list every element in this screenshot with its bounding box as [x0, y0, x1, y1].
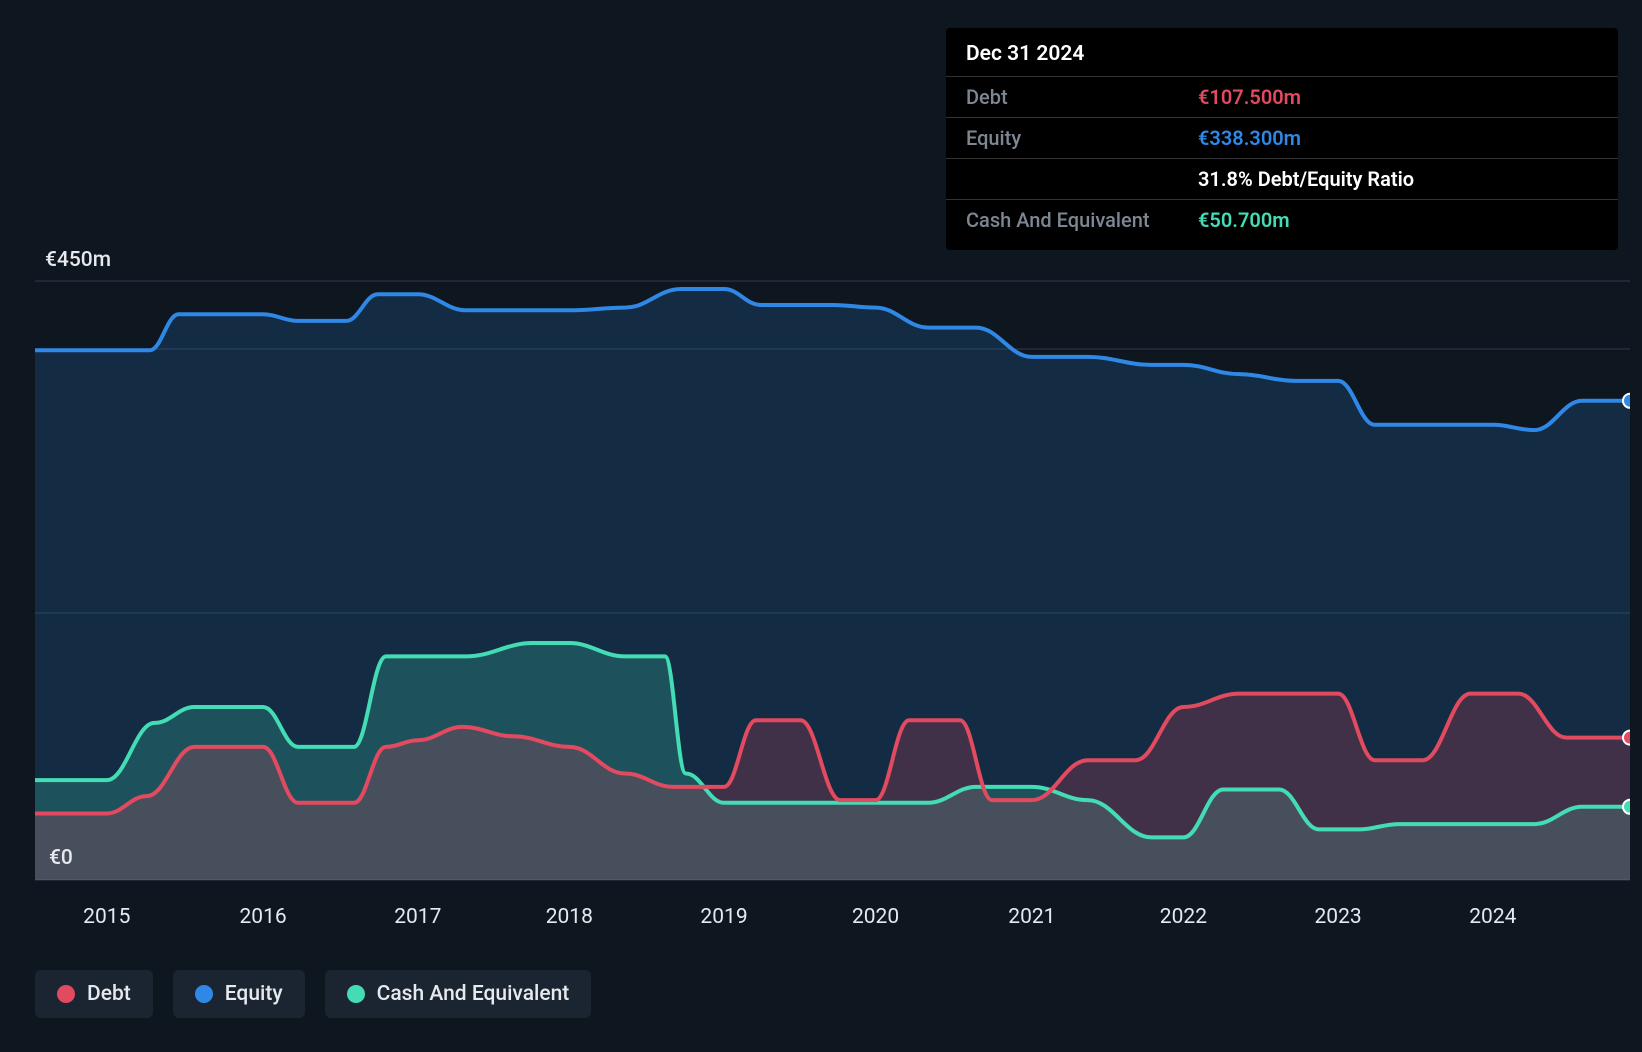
tooltip-row: 31.8% Debt/Equity Ratio	[946, 158, 1618, 199]
tooltip-row: Debt€107.500m	[946, 76, 1618, 117]
legend-label: Cash And Equivalent	[377, 982, 570, 1006]
tooltip-row-label: Equity	[966, 126, 1198, 150]
x-axis-tick: 2021	[1008, 905, 1055, 929]
tooltip-row: Cash And Equivalent€50.700m	[946, 199, 1618, 240]
tooltip-row-value: 31.8% Debt/Equity Ratio	[1198, 167, 1414, 191]
tooltip-title: Dec 31 2024	[946, 38, 1618, 76]
x-axis-tick: 2017	[394, 905, 441, 929]
chart-tooltip: Dec 31 2024 Debt€107.500mEquity€338.300m…	[946, 28, 1618, 250]
x-axis-tick: 2019	[700, 905, 747, 929]
tooltip-row-label: Debt	[966, 85, 1198, 109]
legend-label: Debt	[87, 982, 131, 1006]
x-axis-tick: 2016	[239, 905, 286, 929]
y-axis-label-bottom: €0	[49, 846, 73, 870]
tooltip-row-value: €107.500m	[1198, 85, 1301, 109]
tooltip-row: Equity€338.300m	[946, 117, 1618, 158]
legend-label: Equity	[225, 982, 283, 1006]
x-axis-tick: 2024	[1469, 905, 1516, 929]
legend-swatch-icon	[347, 985, 365, 1003]
x-axis-tick: 2023	[1315, 905, 1362, 929]
x-axis-tick: 2020	[852, 905, 899, 929]
legend-swatch-icon	[195, 985, 213, 1003]
chart-stage: €450m €0 2015 2016 2017 2018 2019 2020 2021 202…	[0, 0, 1642, 1052]
legend-swatch-icon	[57, 985, 75, 1003]
legend-item[interactable]: Cash And Equivalent	[325, 970, 592, 1018]
x-axis-tick: 2022	[1160, 905, 1207, 929]
chart-legend: Debt Equity Cash And Equivalent	[35, 970, 591, 1018]
legend-item[interactable]: Debt	[35, 970, 153, 1018]
legend-item[interactable]: Equity	[173, 970, 305, 1018]
tooltip-row-value: €50.700m	[1198, 208, 1290, 232]
x-axis-tick: 2018	[546, 905, 593, 929]
tooltip-row-value: €338.300m	[1198, 126, 1301, 150]
y-axis-label-top: €450m	[45, 248, 111, 272]
x-axis-tick: 2015	[83, 905, 130, 929]
tooltip-row-label: Cash And Equivalent	[966, 208, 1198, 232]
